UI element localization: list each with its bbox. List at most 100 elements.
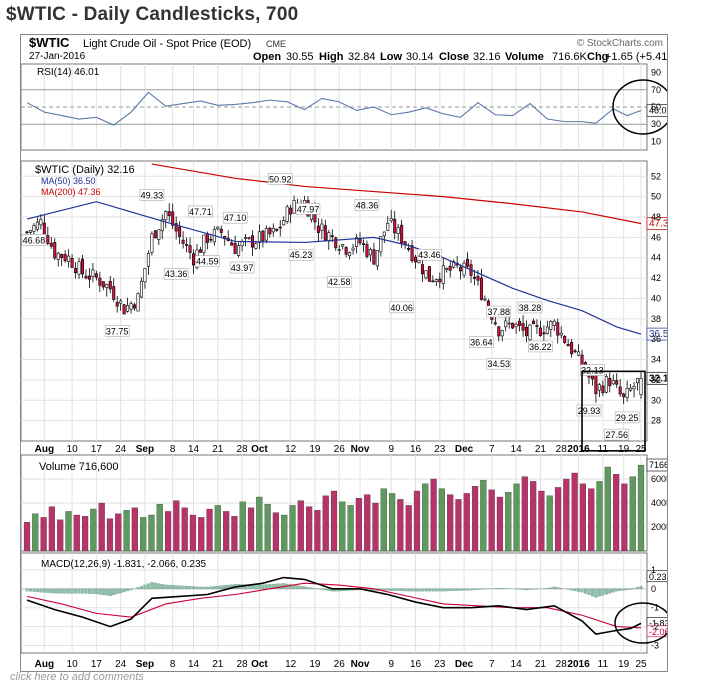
macd-histogram-bar	[445, 588, 449, 592]
rsi-y-tick: 30	[651, 119, 661, 129]
volume-bar	[488, 489, 495, 552]
price-annotation-box	[288, 248, 314, 261]
macd-histogram-bar	[146, 583, 150, 589]
x-tick-label: 2016	[567, 659, 590, 670]
candle-body	[597, 384, 601, 391]
rsi-y-tick: 10	[651, 136, 661, 146]
x-tick-label: 8	[170, 659, 176, 670]
price-annotation-label: 47.71	[189, 207, 212, 217]
macd-histogram-bar	[157, 583, 161, 589]
volume-bar	[32, 513, 39, 552]
candle-body	[525, 326, 529, 337]
candle-body	[632, 386, 636, 390]
macd-histogram-bar	[70, 588, 74, 594]
price-annotation-box	[528, 340, 553, 353]
candle-body	[167, 211, 171, 216]
candle-body	[70, 257, 74, 268]
macd-histogram-bar	[472, 588, 477, 591]
header-watermark: © StockCharts.com	[577, 38, 663, 49]
candle-body	[108, 280, 112, 290]
volume-bar	[596, 481, 603, 552]
x-tick-label: 14	[188, 444, 200, 455]
macd-histogram-bar	[271, 583, 275, 589]
x-tick-label: 11	[598, 444, 609, 455]
price-legend-ma200: MA(200) 47.36	[41, 187, 101, 197]
candle-body	[25, 231, 29, 234]
candle-body	[330, 235, 334, 237]
volume-bar	[81, 516, 89, 552]
candle-body	[105, 284, 109, 288]
candle-body	[230, 242, 234, 246]
price-y-tick: 48	[651, 212, 661, 222]
candle-body	[80, 258, 85, 275]
candle-body	[129, 303, 133, 310]
candle-body	[466, 258, 470, 267]
candle-body	[396, 227, 400, 234]
candle-body	[282, 220, 286, 226]
candle-body	[556, 322, 560, 336]
candle-body	[452, 261, 456, 268]
price-annotation-box	[604, 428, 629, 441]
macd-histogram-bar	[469, 588, 473, 591]
candle-body	[94, 273, 98, 278]
price-annotation-label: 36.64	[470, 338, 493, 348]
x-tick-label: Nov	[351, 659, 370, 670]
x-tick-label: 17	[91, 444, 103, 455]
x-tick-label: 14	[188, 659, 200, 670]
macd-histogram-bar	[413, 588, 418, 592]
candle-body	[119, 300, 123, 304]
price-annotation-label: 29.25	[616, 413, 639, 423]
price-annotation-box	[222, 211, 248, 224]
x-tick-label: 8	[170, 444, 176, 455]
macd-y-tick: -3	[651, 640, 659, 650]
candle-body	[198, 249, 202, 253]
candle-body	[74, 267, 78, 274]
price-right-label: 47.36	[649, 219, 667, 230]
macd-histogram-bar	[566, 588, 570, 590]
macd-histogram-bar	[185, 585, 189, 589]
price-annotation-label: 29.93	[578, 406, 601, 416]
volume-bar	[613, 474, 620, 552]
macd-histogram-bar	[604, 588, 608, 595]
candle-body	[136, 293, 140, 312]
x-tick-label: 23	[434, 444, 446, 455]
volume-bar	[554, 487, 562, 552]
candle-body	[580, 354, 584, 367]
candle-body	[375, 250, 379, 267]
price-panel	[21, 160, 648, 442]
price-annotation-box	[195, 255, 220, 267]
add-comments-link[interactable]: click here to add comments	[10, 671, 144, 683]
macd-histogram-bar	[87, 588, 91, 594]
x-tick-label: Dec	[455, 659, 474, 670]
candle-body	[285, 206, 289, 222]
macd-histogram-bar	[410, 588, 414, 592]
x-tick-label: 23	[434, 659, 446, 670]
price-right-label-box	[646, 217, 667, 230]
price-annotation-label: 43.36	[165, 269, 188, 279]
candle-body	[438, 278, 442, 283]
macd-histogram-bar	[56, 588, 60, 594]
candle-body	[237, 245, 241, 256]
macd-histogram-bar	[32, 588, 36, 592]
rsi-highlight-circle	[612, 79, 667, 135]
candle-body	[521, 323, 525, 331]
price-annotation-label: 46.68	[23, 235, 46, 245]
candle-body	[146, 253, 150, 267]
price-annotation-box	[267, 173, 293, 185]
macd-histogram-bar	[28, 588, 33, 592]
ma200-line	[151, 163, 642, 225]
price-annotation-box	[486, 357, 512, 370]
volume-bar	[422, 483, 429, 552]
header-exchange: CME	[266, 39, 286, 49]
macd-histogram-bar	[46, 588, 50, 593]
macd-histogram-bar	[296, 585, 300, 589]
candle-body	[42, 222, 46, 236]
price-annotation-box	[576, 404, 602, 417]
macd-value-label: 0.235	[649, 572, 667, 582]
volume-bar	[214, 505, 221, 552]
candle-body	[185, 244, 189, 246]
macd-histogram-bar	[67, 588, 71, 594]
macd-histogram-bar	[382, 588, 386, 591]
candle-body	[441, 265, 445, 284]
macd-histogram-bar	[577, 588, 581, 592]
